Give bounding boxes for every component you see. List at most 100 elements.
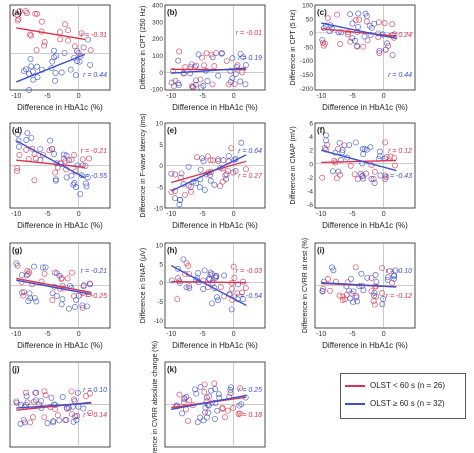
x-tick-label: -10 bbox=[11, 331, 21, 338]
legend-label: OLST < 60 s (n = 26) bbox=[370, 381, 446, 390]
scatter-point bbox=[327, 287, 333, 294]
scatter-point bbox=[370, 176, 377, 182]
scatter-point bbox=[27, 55, 34, 62]
scatter-point bbox=[207, 271, 214, 278]
scatter-point bbox=[41, 414, 48, 421]
scatter-point bbox=[59, 296, 66, 303]
regression-line bbox=[16, 27, 86, 41]
scatter-point bbox=[335, 168, 342, 175]
scatter-point bbox=[319, 39, 326, 46]
scatter-point bbox=[203, 171, 210, 178]
scatter-point bbox=[220, 157, 227, 164]
scatter-point bbox=[204, 153, 211, 160]
plot-frame bbox=[314, 122, 416, 209]
scatter-point bbox=[356, 16, 363, 23]
scatter-point bbox=[363, 13, 370, 20]
scatter-point bbox=[201, 267, 208, 274]
regression-line bbox=[321, 159, 397, 164]
scatter-point bbox=[391, 31, 398, 38]
x-axis-label: Difference in HbA1c (%) bbox=[17, 221, 103, 230]
scatter-point bbox=[376, 47, 383, 54]
x-tick-label: 0 bbox=[232, 93, 236, 100]
scatter-point bbox=[335, 29, 342, 36]
scatter-point bbox=[336, 171, 343, 178]
scatter-point bbox=[240, 278, 246, 285]
regression-line bbox=[171, 67, 247, 74]
scatter-point bbox=[74, 413, 81, 419]
scatter-point bbox=[193, 390, 200, 397]
scatter-point bbox=[364, 274, 371, 281]
scatter-point bbox=[39, 264, 46, 271]
scatter-point bbox=[193, 77, 199, 84]
scatter-point bbox=[211, 181, 218, 188]
scatter-point bbox=[73, 296, 80, 303]
scatter-point bbox=[359, 172, 366, 179]
scatter-point bbox=[52, 177, 59, 184]
scatter-point bbox=[232, 70, 239, 77]
scatter-point bbox=[204, 78, 211, 84]
panel-label: (f) bbox=[317, 126, 325, 135]
scatter-point bbox=[236, 402, 243, 409]
x-tick-label: 0 bbox=[77, 211, 81, 218]
scatter-point bbox=[223, 171, 230, 178]
scatter-point bbox=[71, 398, 78, 405]
scatter-point bbox=[364, 37, 371, 44]
panel-label: (b) bbox=[167, 8, 178, 17]
scatter-point bbox=[26, 87, 33, 93]
scatter-point bbox=[238, 139, 245, 146]
scatter-point bbox=[23, 272, 30, 279]
regression-line bbox=[16, 277, 92, 294]
scatter-point bbox=[33, 389, 40, 396]
panel-label: (d) bbox=[12, 126, 23, 135]
scatter-point bbox=[381, 20, 388, 26]
scatter-point bbox=[186, 397, 193, 404]
scatter-point bbox=[42, 264, 49, 271]
scatter-point bbox=[329, 168, 336, 175]
scatter-point bbox=[31, 151, 38, 158]
scatter-point bbox=[224, 167, 231, 174]
scatter-point bbox=[181, 191, 188, 198]
y-tick-label: 100 bbox=[302, 3, 313, 10]
scatter-point bbox=[199, 155, 206, 162]
y-tick-label: 200 bbox=[152, 36, 163, 43]
scatter-point bbox=[175, 275, 181, 281]
scatter-point bbox=[207, 157, 214, 164]
scatter-point bbox=[223, 176, 230, 183]
r-value-label: r = 0.19 bbox=[238, 55, 262, 62]
scatter-point bbox=[56, 29, 63, 36]
scatter-point bbox=[197, 414, 204, 421]
scatter-point bbox=[371, 180, 378, 186]
scatter-point bbox=[201, 389, 208, 396]
scatter-point bbox=[213, 294, 220, 301]
scatter-point bbox=[352, 17, 359, 24]
scatter-point bbox=[230, 263, 237, 270]
scatter-point bbox=[243, 166, 249, 173]
scatter-point bbox=[371, 292, 378, 299]
scatter-point bbox=[221, 414, 228, 421]
x-tick-label: -5 bbox=[199, 93, 205, 100]
scatter-point bbox=[70, 418, 77, 425]
scatter-point bbox=[34, 74, 41, 81]
scatter-point bbox=[185, 163, 192, 170]
scatter-point bbox=[348, 275, 354, 282]
scatter-point bbox=[50, 47, 57, 54]
scatter-point bbox=[31, 177, 38, 184]
scatter-point bbox=[23, 389, 29, 396]
y-tick-label: -200 bbox=[300, 86, 313, 93]
scatter-point bbox=[66, 157, 72, 164]
scatter-point bbox=[207, 177, 214, 184]
x-tick-label: -10 bbox=[11, 93, 21, 100]
scatter-point bbox=[77, 190, 84, 197]
scatter-point bbox=[180, 399, 187, 406]
scatter-point bbox=[68, 388, 75, 395]
scatter-point bbox=[197, 384, 204, 391]
scatter-point bbox=[187, 184, 194, 190]
x-axis-label: Difference in HbA1c (%) bbox=[17, 103, 103, 112]
scatter-point bbox=[217, 183, 224, 190]
scatter-point bbox=[375, 30, 382, 37]
y-axis-label: Difference in F-wave latency (ms) bbox=[140, 113, 147, 217]
scatter-point bbox=[242, 62, 249, 69]
r-value-label: r = -0.21 bbox=[81, 268, 107, 275]
scatter-point bbox=[338, 29, 345, 36]
scatter-point bbox=[333, 175, 340, 182]
